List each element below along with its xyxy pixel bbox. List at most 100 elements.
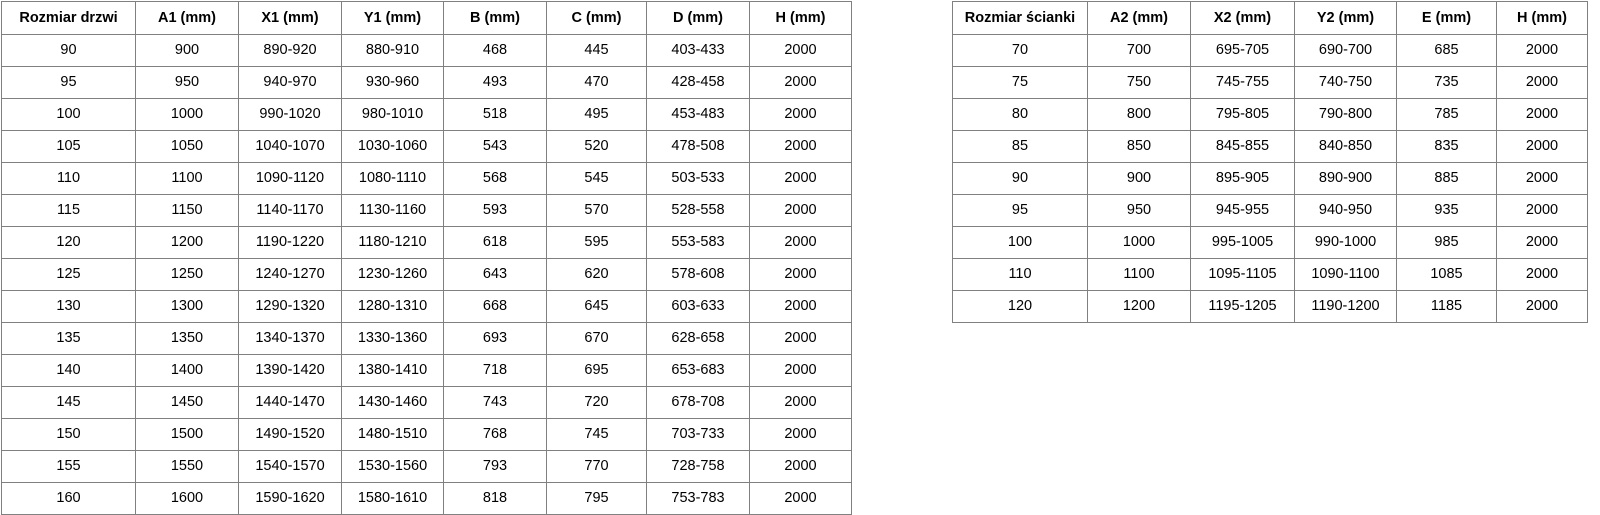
- table-cell: 2000: [1496, 34, 1588, 67]
- table-row: 95 950 945-955 940-950 935 2000: [952, 194, 1588, 227]
- table-cell: 770: [546, 450, 647, 483]
- table-cell: 545: [546, 162, 647, 195]
- door-column-header: A1 (mm): [135, 1, 239, 35]
- door-row-label: 130: [1, 290, 136, 323]
- table-cell: 1040-1070: [238, 130, 342, 163]
- table-row: 135 1350 1340-1370 1330-1360 693 670 628-658 20…: [1, 322, 852, 355]
- table-cell: 795: [546, 482, 647, 515]
- table-cell: 570: [546, 194, 647, 227]
- table-cell: 2000: [749, 226, 852, 259]
- table-cell: 2000: [749, 386, 852, 419]
- table-cell: 818: [443, 482, 547, 515]
- table-cell: 735: [1396, 66, 1497, 99]
- table-cell: 595: [546, 226, 647, 259]
- table-cell: 1100: [1087, 258, 1191, 291]
- wall-row-label: 80: [952, 98, 1088, 131]
- table-cell: 1080-1110: [341, 162, 444, 195]
- table-cell: 850: [1087, 130, 1191, 163]
- table-cell: 553-583: [646, 226, 750, 259]
- table-cell: 890-900: [1294, 162, 1397, 195]
- table-cell: 2000: [1496, 162, 1588, 195]
- wall-table-body: 70 700 695-705 690-700 685 2000 75 750 745-755 74…: [952, 34, 1588, 323]
- table-cell: 2000: [1496, 194, 1588, 227]
- table-cell: 1000: [135, 98, 239, 131]
- table-cell: 2000: [749, 418, 852, 451]
- table-cell: 2000: [1496, 66, 1588, 99]
- table-cell: 468: [443, 34, 547, 67]
- door-row-label: 160: [1, 482, 136, 515]
- door-row-label: 140: [1, 354, 136, 387]
- table-cell: 1230-1260: [341, 258, 444, 291]
- table-cell: 1095-1105: [1190, 258, 1295, 291]
- door-table-header-row: Rozmiar drzwi A1 (mm) X1 (mm) Y1 (mm) B (mm)…: [1, 1, 852, 35]
- table-cell: 718: [443, 354, 547, 387]
- table-cell: 1090-1120: [238, 162, 342, 195]
- table-row: 110 1100 1095-1105 1090-1100 1085 2000: [952, 258, 1588, 291]
- table-cell: 1450: [135, 386, 239, 419]
- wall-column-header: E (mm): [1396, 1, 1497, 35]
- table-cell: 470: [546, 66, 647, 99]
- table-row: 100 1000 990-1020 980-1010 518 495 453-483 2000: [1, 98, 852, 131]
- door-row-label: 115: [1, 194, 136, 227]
- table-cell: 990-1000: [1294, 226, 1397, 259]
- table-row: 155 1550 1540-1570 1530-1560 793 770 728-758 20…: [1, 450, 852, 483]
- table-cell: 1030-1060: [341, 130, 444, 163]
- table-cell: 453-483: [646, 98, 750, 131]
- table-row: 105 1050 1040-1070 1030-1060 543 520 478-508 20…: [1, 130, 852, 163]
- table-cell: 980-1010: [341, 98, 444, 131]
- table-cell: 785: [1396, 98, 1497, 131]
- door-column-header: D (mm): [646, 1, 750, 35]
- table-cell: 1085: [1396, 258, 1497, 291]
- table-cell: 935: [1396, 194, 1497, 227]
- table-cell: 618: [443, 226, 547, 259]
- table-row: 160 1600 1590-1620 1580-1610 818 795 753-783 20…: [1, 482, 852, 515]
- table-cell: 1200: [135, 226, 239, 259]
- table-cell: 1300: [135, 290, 239, 323]
- table-cell: 940-950: [1294, 194, 1397, 227]
- table-cell: 768: [443, 418, 547, 451]
- table-row: 140 1400 1390-1420 1380-1410 718 695 653-683 20…: [1, 354, 852, 387]
- table-cell: 1000: [1087, 226, 1191, 259]
- wall-column-header: Y2 (mm): [1294, 1, 1397, 35]
- table-cell: 2000: [1496, 226, 1588, 259]
- table-cell: 703-733: [646, 418, 750, 451]
- table-row: 120 1200 1190-1220 1180-1210 618 595 553-583 20…: [1, 226, 852, 259]
- table-cell: 900: [1087, 162, 1191, 195]
- door-row-label: 155: [1, 450, 136, 483]
- door-row-label: 120: [1, 226, 136, 259]
- table-cell: 720: [546, 386, 647, 419]
- table-cell: 790-800: [1294, 98, 1397, 131]
- table-row: 90 900 890-920 880-910 468 445 403-433 2000: [1, 34, 852, 67]
- wall-row-label: 100: [952, 226, 1088, 259]
- table-cell: 745: [546, 418, 647, 451]
- wall-column-header: X2 (mm): [1190, 1, 1295, 35]
- table-cell: 690-700: [1294, 34, 1397, 67]
- door-column-header: Rozmiar drzwi: [1, 1, 136, 35]
- table-row: 130 1300 1290-1320 1280-1310 668 645 603-633 20…: [1, 290, 852, 323]
- door-table-head: Rozmiar drzwi A1 (mm) X1 (mm) Y1 (mm) B (mm)…: [1, 1, 852, 35]
- table-cell: 1190-1200: [1294, 290, 1397, 323]
- table-cell: 1380-1410: [341, 354, 444, 387]
- door-table-body: 90 900 890-920 880-910 468 445 403-433 2000 95 95…: [1, 34, 852, 515]
- table-cell: 700: [1087, 34, 1191, 67]
- table-cell: 578-608: [646, 258, 750, 291]
- table-row: 125 1250 1240-1270 1230-1260 643 620 578-608 20…: [1, 258, 852, 291]
- table-cell: 890-920: [238, 34, 342, 67]
- door-row-label: 125: [1, 258, 136, 291]
- wall-row-label: 70: [952, 34, 1088, 67]
- table-cell: 2000: [1496, 98, 1588, 131]
- table-cell: 1250: [135, 258, 239, 291]
- table-row: 115 1150 1140-1170 1130-1160 593 570 528-558 20…: [1, 194, 852, 227]
- table-cell: 2000: [749, 194, 852, 227]
- table-cell: 2000: [749, 66, 852, 99]
- table-cell: 1600: [135, 482, 239, 515]
- table-cell: 793: [443, 450, 547, 483]
- table-cell: 1090-1100: [1294, 258, 1397, 291]
- table-cell: 835: [1396, 130, 1497, 163]
- table-cell: 478-508: [646, 130, 750, 163]
- table-cell: 685: [1396, 34, 1497, 67]
- table-cell: 518: [443, 98, 547, 131]
- table-cell: 2000: [749, 450, 852, 483]
- door-row-label: 90: [1, 34, 136, 67]
